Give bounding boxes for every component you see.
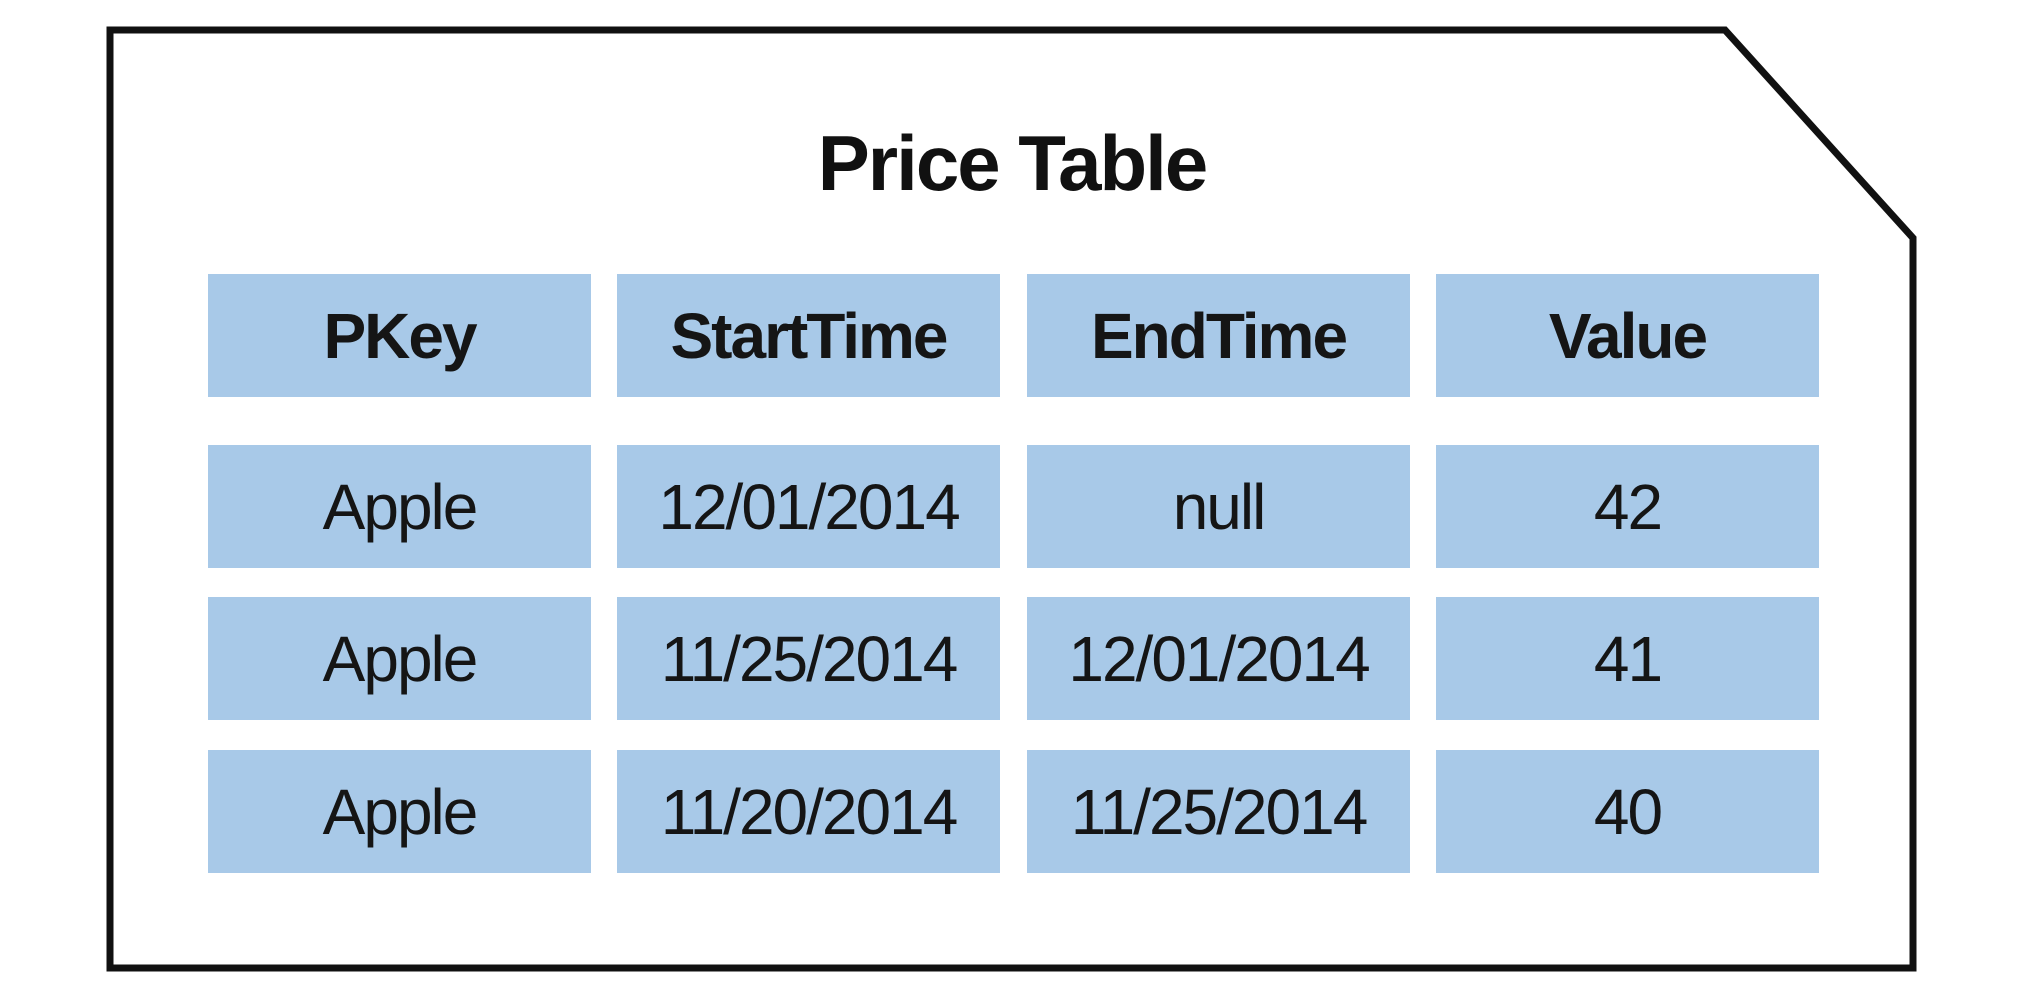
header-cell-starttime: StartTime	[617, 274, 1000, 397]
row-2-endtime: 12/01/2014	[1027, 597, 1410, 720]
row-3-endtime: 11/25/2014	[1027, 750, 1410, 873]
row-3-value: 40	[1436, 750, 1819, 873]
row-1-endtime: null	[1027, 445, 1410, 568]
row-2-pkey: Apple	[208, 597, 591, 720]
header-cell-pkey: PKey	[208, 274, 591, 397]
row-2-starttime: 11/25/2014	[617, 597, 1000, 720]
header-cell-value: Value	[1436, 274, 1819, 397]
row-2-value: 41	[1436, 597, 1819, 720]
table-title: Price Table	[817, 119, 1208, 207]
row-3-pkey: Apple	[208, 750, 591, 873]
row-1-starttime: 12/01/2014	[617, 445, 1000, 568]
header-cell-endtime: EndTime	[1027, 274, 1410, 397]
row-1-pkey: Apple	[208, 445, 591, 568]
row-3-starttime: 11/20/2014	[617, 750, 1000, 873]
dog-eared-border	[106, 26, 1917, 972]
row-1-value: 42	[1436, 445, 1819, 568]
